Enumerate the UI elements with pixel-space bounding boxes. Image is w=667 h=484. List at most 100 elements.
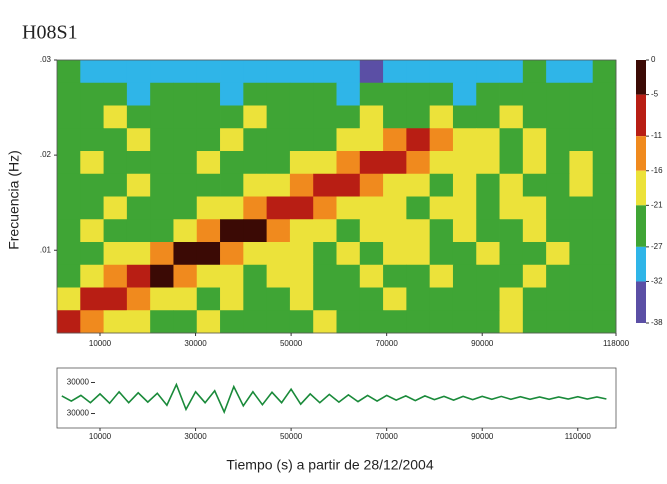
colorbar-label: -11: [651, 131, 663, 140]
x-tick-label: 118000: [603, 339, 630, 348]
heat-cell: [150, 105, 174, 129]
heat-cell: [429, 310, 454, 334]
y-tick-label: .03: [40, 55, 52, 64]
heat-cell: [476, 60, 500, 84]
heat-cell: [383, 173, 407, 197]
heat-cell: [126, 60, 151, 84]
colorbar-label: -16: [651, 166, 663, 175]
y-tick-label: .02: [40, 150, 52, 159]
heat-cell: [220, 219, 244, 243]
heat-cell: [569, 82, 594, 106]
heat-cell: [476, 242, 500, 266]
plot-frame: [56, 59, 617, 334]
heat-cell: [383, 105, 407, 129]
heat-cell: [289, 128, 314, 152]
heat-cell: [359, 264, 384, 288]
heat-cell: [383, 60, 407, 84]
heat-cell: [546, 264, 570, 288]
heat-cell: [173, 310, 198, 334]
heat-cell: [243, 287, 268, 311]
heat-cell: [429, 287, 454, 311]
colorbar-segment: [636, 136, 646, 171]
heat-cell: [266, 151, 291, 175]
heat-cell: [592, 242, 617, 266]
heat-cell: [266, 173, 291, 197]
heat-cell: [266, 310, 291, 334]
heat-cell: [383, 196, 407, 220]
heat-cell: [80, 287, 104, 311]
heat-cell: [173, 287, 198, 311]
heat-cell: [196, 310, 221, 334]
heat-cell: [173, 173, 198, 197]
x-tick-label: 10000: [89, 432, 112, 441]
heat-cell: [546, 151, 570, 175]
heat-cell: [266, 219, 291, 243]
heat-cell: [359, 105, 384, 129]
heat-cell: [429, 128, 454, 152]
heat-cell: [476, 287, 500, 311]
heat-cell: [289, 219, 314, 243]
heat-cell: [383, 264, 407, 288]
heat-cell: [499, 60, 524, 84]
heat-cell: [266, 128, 291, 152]
colorbar-segment: [636, 246, 646, 282]
y-tick-label: 30000: [67, 378, 90, 387]
heat-cell: [196, 287, 221, 311]
heat-cell: [546, 128, 570, 152]
x-tick-label: 30000: [184, 339, 207, 348]
heat-cell: [220, 242, 244, 266]
colorbar-segment: [636, 205, 646, 247]
heat-cell: [80, 310, 104, 334]
heat-cell: [499, 219, 524, 243]
heat-cell: [220, 82, 244, 106]
heat-cell: [80, 82, 104, 106]
heat-cell: [266, 82, 291, 106]
heat-cell: [336, 173, 361, 197]
heat-cell: [546, 60, 570, 84]
heat-cell: [522, 105, 547, 129]
heat-cell: [80, 128, 104, 152]
heat-cell: [429, 173, 454, 197]
x-tick-label: 90000: [471, 432, 494, 441]
heat-cell: [196, 196, 221, 220]
heat-cell: [383, 82, 407, 106]
heat-cell: [359, 173, 384, 197]
heat-cell: [522, 287, 547, 311]
heat-cell: [57, 128, 81, 152]
heat-cell: [57, 60, 81, 84]
heat-cell: [57, 151, 81, 175]
heat-cell: [80, 264, 104, 288]
heat-cell: [499, 82, 524, 106]
heat-cell: [289, 105, 314, 129]
heat-cell: [569, 128, 594, 152]
heat-cell: [522, 196, 547, 220]
heat-cell: [126, 105, 151, 129]
heat-cell: [80, 242, 104, 266]
heat-cell: [126, 219, 151, 243]
heat-cell: [592, 310, 617, 334]
heat-cell: [57, 310, 81, 334]
heat-cell: [336, 128, 361, 152]
heat-cell: [336, 151, 361, 175]
heat-cell: [103, 105, 128, 129]
heat-cell: [103, 151, 128, 175]
heat-cell: [406, 173, 431, 197]
heat-cell: [313, 196, 337, 220]
heat-cell: [592, 151, 617, 175]
y-tick-label: 30000: [67, 409, 90, 418]
heat-cell: [429, 196, 454, 220]
heat-cell: [522, 173, 547, 197]
heat-cell: [522, 128, 547, 152]
heat-cell: [359, 310, 384, 334]
heat-cell: [57, 196, 81, 220]
heat-cell: [522, 82, 547, 106]
heat-cell: [103, 264, 128, 288]
heat-cell: [452, 82, 477, 106]
heat-cell: [173, 82, 198, 106]
heat-cell: [313, 60, 337, 84]
heat-cell: [150, 60, 174, 84]
x-tick-label: 90000: [471, 339, 494, 348]
y-tick-label: .01: [40, 245, 52, 254]
heat-cell: [592, 219, 617, 243]
